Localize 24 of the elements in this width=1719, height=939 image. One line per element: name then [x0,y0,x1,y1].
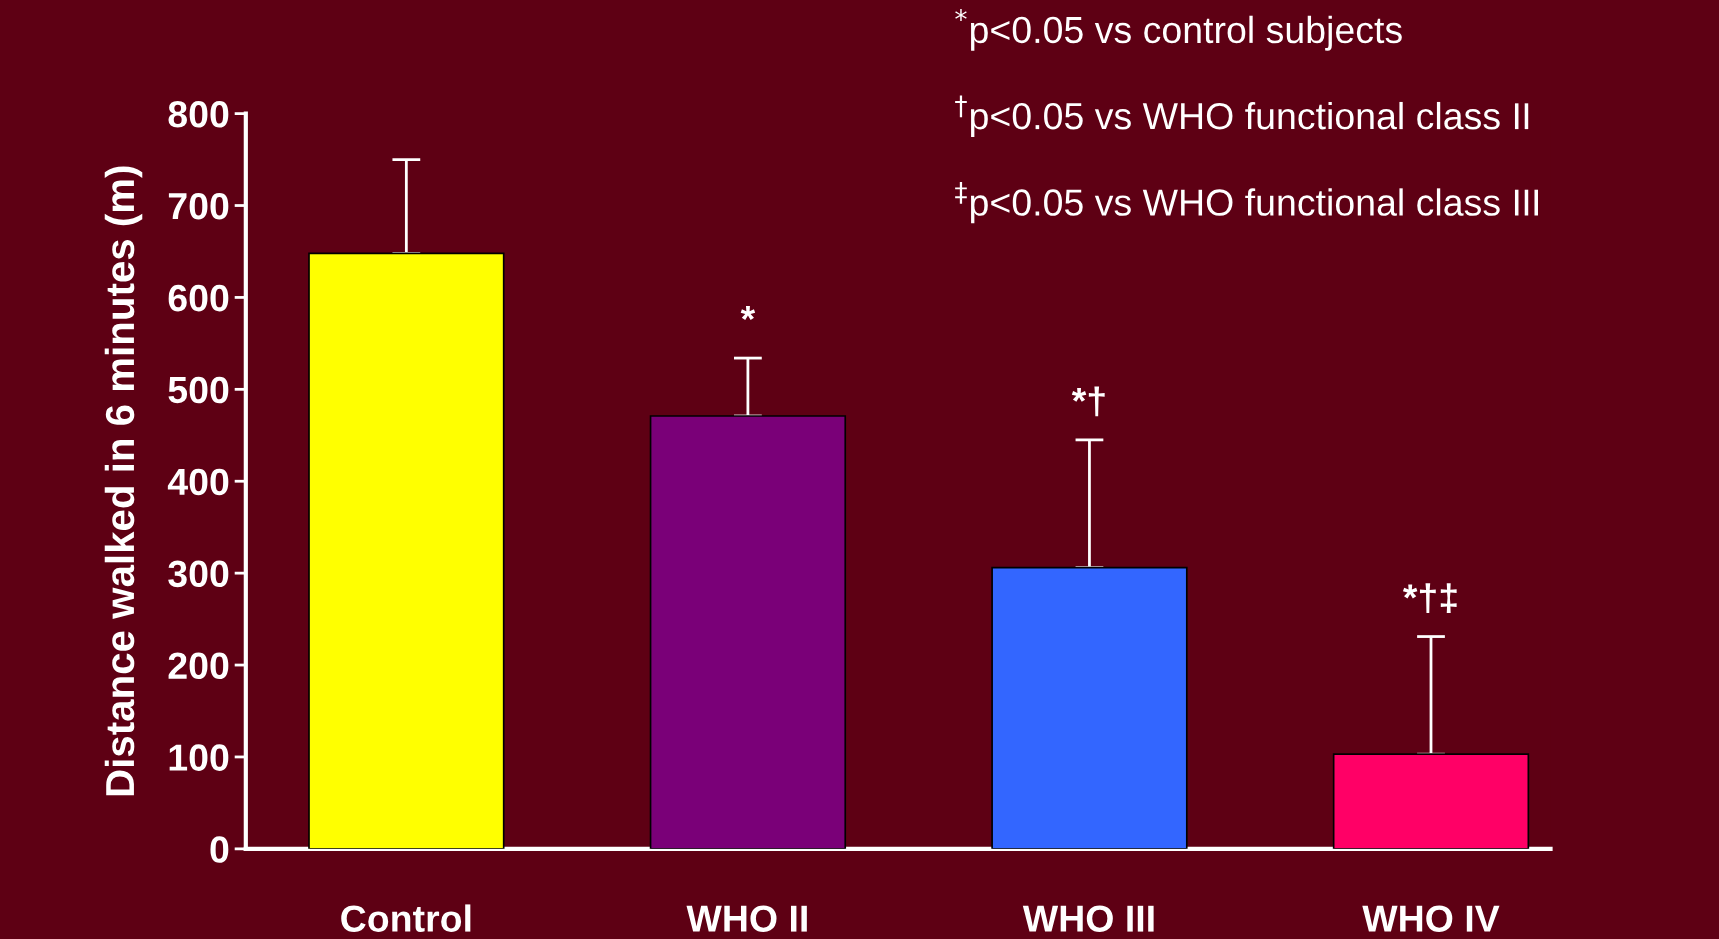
y-tick-label: 300 [168,560,229,588]
annotation: *†‡ [1402,583,1457,613]
y-tick-label: 0 [210,836,229,863]
y-tick-label: 700 [168,192,229,220]
annotation: $^{†}$p<0.05 vs WHO functional class II [955,95,1529,137]
y-tick-label: 600 [168,284,229,312]
annotation: $^{‡}$p<0.05 vs WHO functional class III [955,182,1538,224]
annotation: * [740,306,756,321]
y-tick-label: 100 [169,744,229,771]
annotation: *† [1071,386,1105,417]
y-tick-label: 200 [168,652,229,679]
bar [1332,753,1530,849]
bar [991,566,1188,849]
x-tick-label: WHO II [686,905,807,932]
x-tick-label: WHO III [1022,905,1154,932]
y-axis-title: Distance walked in 6 minutes (m) [104,166,143,796]
x-tick-label: Control [341,904,471,932]
x-tick-label: WHO IV [1362,905,1500,932]
y-tick-label: 800 [168,101,229,128]
bar [308,252,505,849]
text: $^{*}$p<0.05 vs control subjects [955,9,1402,51]
y-tick-label: 400 [167,468,229,496]
y-tick-label: 500 [168,376,229,404]
bar [649,415,847,849]
